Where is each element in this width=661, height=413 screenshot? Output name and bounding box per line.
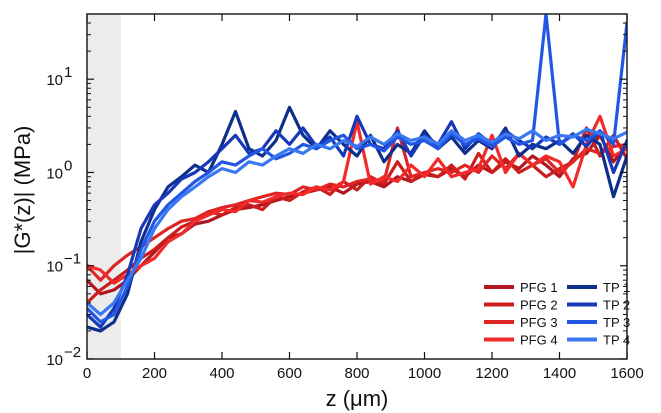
legend-label: PFG 3 <box>520 315 558 330</box>
x-tick-label: 1600 <box>610 365 643 382</box>
y-tick-label-base: 10 <box>46 165 63 182</box>
x-tick-label: 800 <box>344 365 369 382</box>
legend-item: PFG 3 <box>484 315 558 330</box>
legend-label: TP 1 <box>603 280 630 295</box>
legend-item: PFG 2 <box>484 298 558 313</box>
legend-item: TP 3 <box>567 315 630 330</box>
legend-label: PFG 4 <box>520 333 558 348</box>
y-tick-label-exponent: 0 <box>64 157 72 174</box>
series-line-2 <box>87 126 627 305</box>
x-tick-label: 0 <box>83 365 91 382</box>
legend-label: PFG 2 <box>520 298 558 313</box>
y-tick-label: 10 1 <box>46 64 72 89</box>
x-tick-label: 1000 <box>408 365 441 382</box>
legend-label: TP 3 <box>603 315 630 330</box>
y-tick-label-exponent: −2 <box>64 344 81 361</box>
series-line-8 <box>87 127 627 317</box>
y-tick-label-base: 10 <box>46 72 63 89</box>
x-tick-label: 1200 <box>475 365 508 382</box>
y-tick-label-base: 10 <box>46 352 63 369</box>
legend-item: TP 1 <box>567 280 630 295</box>
legend-label: TP 2 <box>603 298 630 313</box>
legend-item: TP 2 <box>567 298 630 313</box>
series-layer <box>87 14 627 333</box>
y-axis-title: |G*(z)| (MPa) <box>10 126 35 255</box>
series-line-7 <box>87 14 627 324</box>
x-tick-label: 600 <box>277 365 302 382</box>
x-tick-label: 1400 <box>543 365 576 382</box>
legend-label: TP 4 <box>603 333 630 348</box>
y-tick-label: 10 −2 <box>46 344 81 369</box>
legend-label: PFG 1 <box>520 280 558 295</box>
legend: PFG 1 PFG 2 PFG 3 PFG 4 TP 1 TP 2 TP 3 TP 4 <box>484 280 630 348</box>
series-line-4 <box>87 114 627 285</box>
y-tick-label: 10 0 <box>46 157 72 182</box>
x-tick-label: 200 <box>142 365 167 382</box>
y-tick-label-exponent: 1 <box>64 64 72 81</box>
y-tick-label-base: 10 <box>46 259 63 276</box>
legend-item: PFG 4 <box>484 333 558 348</box>
y-tick-label-exponent: −1 <box>64 251 81 268</box>
y-tick-label: 10 −1 <box>46 251 81 276</box>
legend-item: PFG 1 <box>484 280 558 295</box>
series-line-6 <box>87 114 627 329</box>
x-axis-title: z (μm) <box>326 386 389 411</box>
legend-item: TP 4 <box>567 333 630 348</box>
x-tick-label: 400 <box>209 365 234 382</box>
